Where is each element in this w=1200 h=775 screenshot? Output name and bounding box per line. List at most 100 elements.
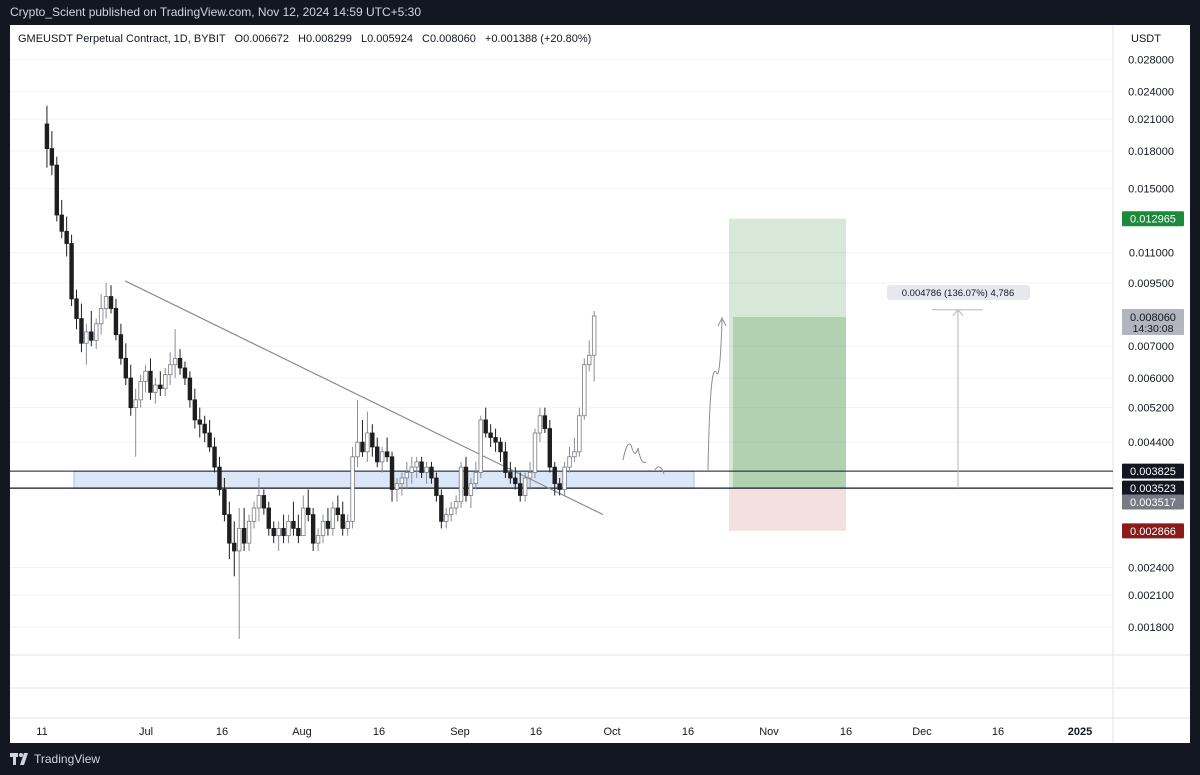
candle <box>419 456 424 479</box>
time-axis: 11 Jul 16 Aug 16 Sep 16 Oct 16 Nov 16 Dec 16 2025 <box>36 726 1092 738</box>
candle <box>187 371 193 408</box>
time-tick-label: 2025 <box>1068 726 1092 738</box>
candle-body <box>375 446 380 463</box>
candle-body <box>379 451 385 463</box>
candle <box>123 343 129 386</box>
candle-body <box>108 296 114 309</box>
tradingview-brand[interactable]: TradingView <box>10 743 100 775</box>
candle <box>197 407 202 438</box>
candle-body <box>522 477 528 496</box>
publish-header: Crypto_Scient published on TradingView.c… <box>0 0 1200 25</box>
candle <box>345 514 350 536</box>
candle <box>379 446 385 473</box>
currency-label[interactable]: USDT <box>1131 33 1161 45</box>
candle <box>44 105 50 168</box>
price-badge-bg <box>1122 211 1184 227</box>
open-label: O <box>234 33 244 45</box>
candle-body <box>498 441 503 453</box>
candle <box>508 461 513 484</box>
candle <box>587 340 592 372</box>
symbol-name[interactable]: GMEUSDT Perpetual Contract, 1D, BYBIT <box>18 33 226 45</box>
price-badge-text: 0.008060 <box>1130 312 1176 324</box>
candle-body <box>217 466 222 490</box>
price-badge-text: 0.003825 <box>1130 466 1176 478</box>
candle-body <box>340 514 345 529</box>
candle <box>498 437 503 462</box>
close-value: 0.008060 <box>429 33 476 45</box>
candle <box>64 216 69 257</box>
candle-body <box>567 456 572 468</box>
candle-body <box>286 520 291 537</box>
footer-bar: TradingView <box>0 743 1200 775</box>
candle-body <box>197 419 202 425</box>
candle <box>217 456 222 496</box>
candle-body <box>182 367 188 379</box>
candle <box>325 508 331 536</box>
price-tick-label: 0.028000 <box>1128 55 1174 67</box>
candle <box>266 501 271 536</box>
candle <box>163 367 168 397</box>
candle <box>483 407 488 438</box>
candle <box>518 472 523 502</box>
close-label: C <box>422 33 430 45</box>
candle <box>59 199 64 239</box>
chart-area[interactable] <box>10 25 1190 743</box>
candle <box>315 528 321 551</box>
measure-tool: 0.004786 (136.07%) 4,786 <box>887 285 1030 489</box>
candles <box>44 105 597 639</box>
candle <box>291 501 296 536</box>
candle-body <box>591 315 597 356</box>
position-current-zone <box>733 317 846 489</box>
price-tick-label: 0.002100 <box>1128 590 1174 602</box>
candle-body <box>187 377 193 401</box>
candle-body <box>577 415 582 453</box>
candle <box>463 456 469 502</box>
candle-body <box>261 495 267 509</box>
publish-text: Crypto_Scient published on TradingView.c… <box>10 5 422 19</box>
candle-body <box>360 441 365 453</box>
candle <box>409 456 414 484</box>
candle-body <box>128 377 133 409</box>
candle-body <box>138 381 143 401</box>
candle-body <box>281 527 286 537</box>
price-badge-text: 0.002866 <box>1130 526 1176 538</box>
price-tick-label: 0.009500 <box>1128 278 1174 290</box>
price-badge: 0.003517 <box>1122 494 1184 510</box>
candle-body <box>419 461 424 473</box>
candle-body <box>163 374 168 390</box>
candle <box>557 478 562 496</box>
candle-body <box>148 370 153 393</box>
projection-sketch <box>622 316 727 475</box>
candle <box>69 234 74 307</box>
brand-name: TradingView <box>34 752 101 766</box>
candle <box>286 514 291 544</box>
projection-squiggle <box>654 466 665 475</box>
candle <box>478 415 483 479</box>
candle-body <box>241 527 247 544</box>
price-badge-countdown: 14:30:08 <box>1133 323 1174 335</box>
candle <box>94 318 99 350</box>
candle-body <box>153 384 158 393</box>
candle-body <box>64 230 69 244</box>
candle <box>103 283 109 319</box>
candle <box>232 521 237 577</box>
price-badge-bg <box>1122 523 1184 539</box>
candle <box>148 358 153 400</box>
price-badge-bg <box>1122 463 1184 479</box>
candle-body <box>532 432 538 473</box>
price-badge-bg <box>1122 494 1184 510</box>
candle <box>532 428 538 479</box>
candle <box>182 361 188 386</box>
candle <box>281 514 286 544</box>
price-tick-label: 0.002400 <box>1128 563 1174 575</box>
candle-body <box>84 331 89 344</box>
candle-body <box>409 466 414 473</box>
candle-body <box>207 432 212 448</box>
candle <box>429 461 434 484</box>
price-badge-bg <box>1122 309 1184 336</box>
candle-body <box>508 472 513 479</box>
candle <box>251 501 257 529</box>
candle-body <box>133 399 138 409</box>
candle-body <box>542 415 548 429</box>
